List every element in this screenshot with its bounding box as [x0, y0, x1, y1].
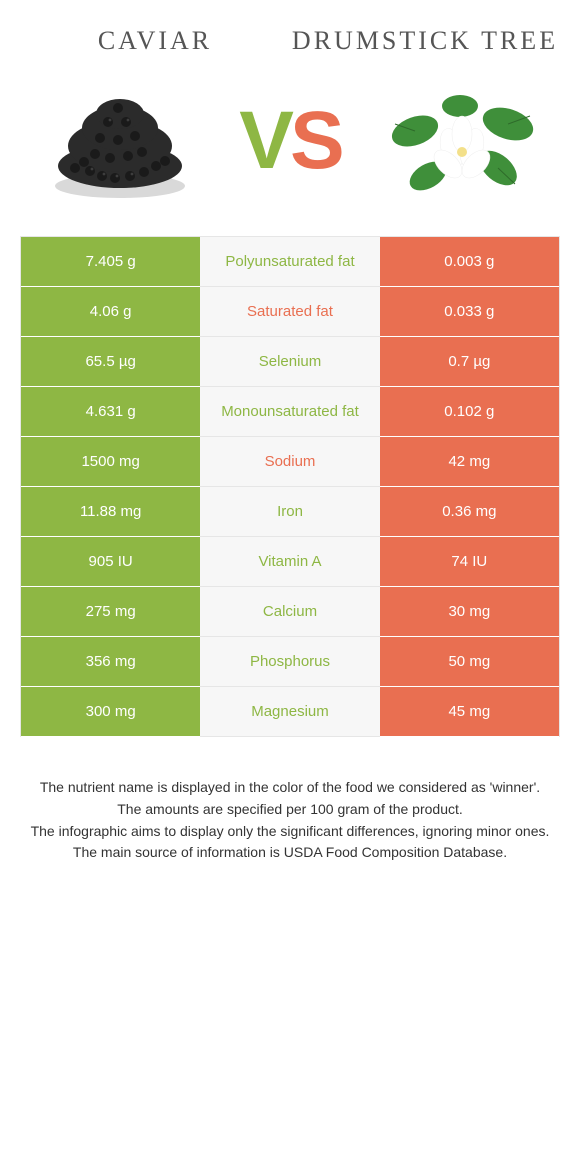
right-value: 45 mg — [380, 687, 559, 737]
comparison-table: 7.405 gPolyunsaturated fat0.003 g4.06 gS… — [20, 236, 560, 737]
footer-line-1: The nutrient name is displayed in the co… — [30, 777, 550, 799]
right-value: 0.033 g — [380, 287, 559, 337]
table-row: 300 mgMagnesium45 mg — [21, 687, 559, 737]
left-value: 300 mg — [21, 687, 200, 737]
table-row: 905 IUVitamin A74 IU — [21, 537, 559, 587]
left-value: 275 mg — [21, 587, 200, 637]
footer-line-2: The amounts are specified per 100 gram o… — [30, 799, 550, 821]
left-food-image — [40, 76, 200, 206]
right-food-image — [380, 76, 540, 206]
right-value: 42 mg — [380, 437, 559, 487]
vs-row: VS — [0, 66, 580, 236]
header: Caviar Drumstick tree — [0, 0, 580, 66]
right-value: 0.7 µg — [380, 337, 559, 387]
nutrient-label: Sodium — [200, 437, 379, 487]
table-row: 11.88 mgIron0.36 mg — [21, 487, 559, 537]
nutrient-label: Magnesium — [200, 687, 379, 737]
right-food-title: Drumstick tree — [292, 25, 558, 56]
right-value: 0.36 mg — [380, 487, 559, 537]
right-value: 74 IU — [380, 537, 559, 587]
nutrient-label: Phosphorus — [200, 637, 379, 687]
footer-line-3: The infographic aims to display only the… — [30, 821, 550, 843]
nutrient-label: Selenium — [200, 337, 379, 387]
right-value: 30 mg — [380, 587, 559, 637]
footer-notes: The nutrient name is displayed in the co… — [0, 737, 580, 864]
right-value: 0.102 g — [380, 387, 559, 437]
table-row: 65.5 µgSelenium0.7 µg — [21, 337, 559, 387]
left-value: 65.5 µg — [21, 337, 200, 387]
table-row: 7.405 gPolyunsaturated fat0.003 g — [21, 237, 559, 287]
left-value: 11.88 mg — [21, 487, 200, 537]
vs-s: S — [290, 100, 341, 182]
header-right: Drumstick tree — [290, 25, 560, 56]
right-value: 50 mg — [380, 637, 559, 687]
left-value: 1500 mg — [21, 437, 200, 487]
table-row: 1500 mgSodium42 mg — [21, 437, 559, 487]
left-value: 905 IU — [21, 537, 200, 587]
table-row: 275 mgCalcium30 mg — [21, 587, 559, 637]
nutrient-label: Polyunsaturated fat — [200, 237, 379, 287]
left-value: 356 mg — [21, 637, 200, 687]
vs-badge: VS — [239, 100, 340, 182]
left-food-title: Caviar — [98, 25, 212, 56]
footer-line-4: The main source of information is USDA F… — [30, 842, 550, 864]
nutrient-label: Vitamin A — [200, 537, 379, 587]
table-row: 4.631 gMonounsaturated fat0.102 g — [21, 387, 559, 437]
nutrient-label: Saturated fat — [200, 287, 379, 337]
header-left: Caviar — [20, 25, 290, 56]
table-row: 356 mgPhosphorus50 mg — [21, 637, 559, 687]
table-row: 4.06 gSaturated fat0.033 g — [21, 287, 559, 337]
nutrient-label: Calcium — [200, 587, 379, 637]
nutrient-label: Iron — [200, 487, 379, 537]
left-value: 4.631 g — [21, 387, 200, 437]
vs-v: V — [239, 100, 290, 182]
left-value: 7.405 g — [21, 237, 200, 287]
nutrient-label: Monounsaturated fat — [200, 387, 379, 437]
right-value: 0.003 g — [380, 237, 559, 287]
left-value: 4.06 g — [21, 287, 200, 337]
